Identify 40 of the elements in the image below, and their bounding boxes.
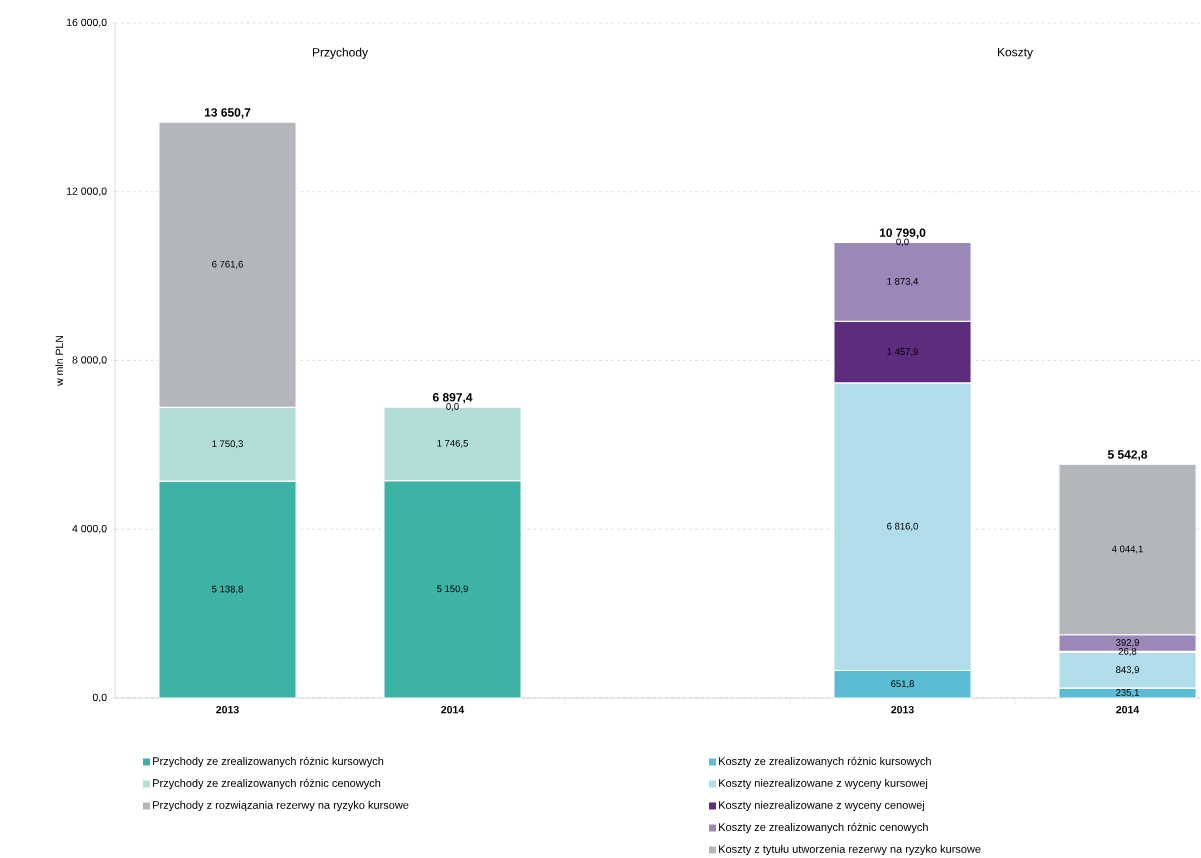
legend-label: Koszty niezrealizowane z wyceny cenowej (719, 800, 925, 812)
y-tick-label: 0,0 (92, 693, 107, 703)
y-tick-label: 4 000,0 (72, 524, 107, 534)
legend-label: Koszty z tytułu utworzenia rezerwy na ryzyko kursowe (719, 844, 981, 856)
x-tick-label: 2014 (441, 705, 465, 714)
data-label: 4 044,1 (1111, 545, 1143, 554)
data-label: 1 750,3 (212, 440, 243, 449)
total-label: 13 650,7 (204, 108, 251, 119)
total-label: 6 897,4 (432, 393, 473, 404)
data-label: 6 816,0 (887, 522, 918, 531)
data-label: 5 138,8 (212, 585, 243, 594)
y-tick-label: 12 000,0 (66, 187, 107, 197)
data-label: 6 761,6 (212, 260, 243, 269)
total-label: 5 542,8 (1107, 450, 1148, 461)
x-tick-label: 2013 (891, 705, 914, 714)
data-label: 26,8 (1118, 647, 1137, 656)
annotation: Koszty (998, 47, 1034, 59)
y-tick-label: 16 000,0 (66, 18, 107, 28)
x-tick-label: 2013 (216, 705, 239, 714)
data-label: 651,8 (891, 680, 914, 689)
legend-label: Koszty ze zrealizowanych różnic kursowych (719, 756, 931, 768)
data-label: 235,1 (1116, 689, 1139, 697)
legend-label: Przychody ze zrealizowanych różnic kursowych (153, 756, 384, 768)
data-label: 392,9 (1115, 639, 1139, 647)
data-label: 1 873,4 (887, 277, 919, 286)
x-tick-label: 2014 (1116, 705, 1140, 714)
legend-label: Przychody z rozwiązania rezerwy na ryzyko kursowe (153, 800, 409, 812)
data-label: 843,9 (1116, 666, 1139, 675)
data-label: 1 746,5 (437, 439, 468, 448)
data-label: 5 150,9 (437, 585, 468, 594)
legend-label: Koszty niezrealizowane z wyceny kursowej (719, 778, 928, 790)
data-label: 0,0 (446, 403, 459, 411)
legend-label: Koszty ze zrealizowanych różnic cenowych (719, 822, 928, 834)
legend-label: Przychody ze zrealizowanych różnic cenowych (153, 778, 381, 790)
total-label: 10 799,0 (879, 228, 926, 239)
data-label: 0,0 (896, 238, 909, 247)
data-label: 1 457,9 (887, 348, 918, 357)
annotation: Przychody (312, 47, 368, 59)
y-axis-title: w mln PLN (55, 335, 63, 386)
y-tick-label: 8 000,0 (72, 356, 107, 365)
